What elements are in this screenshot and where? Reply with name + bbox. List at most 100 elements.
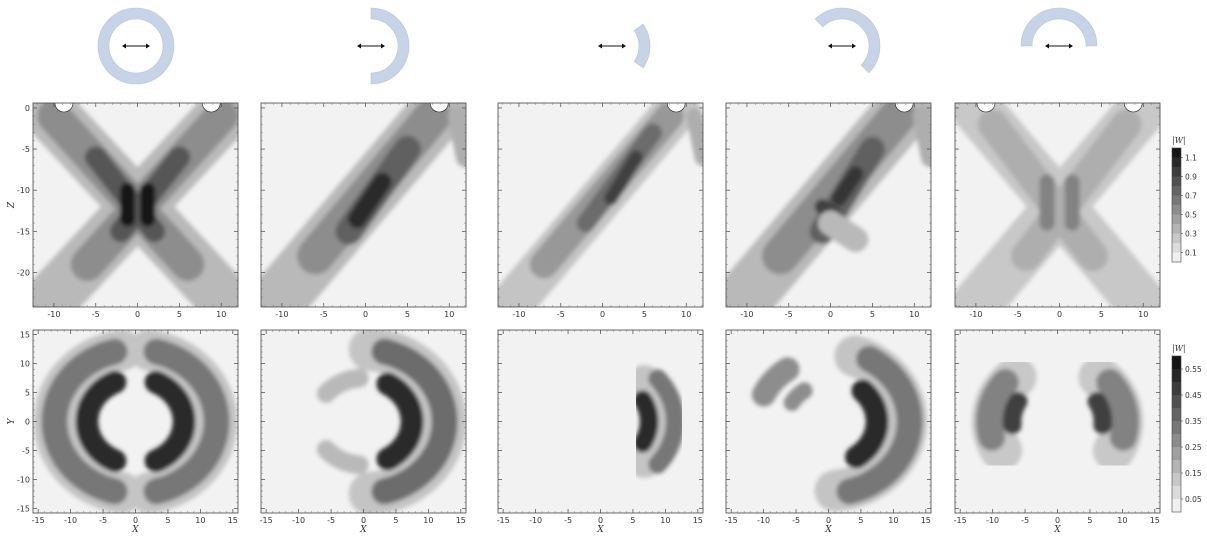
y-tick-label: -15 [17, 504, 30, 513]
double-arrow-icon [357, 43, 385, 49]
x-tick-label: -10 [529, 516, 542, 525]
y-axis-label: Z [7, 201, 17, 209]
x-tick-label: 0 [1055, 516, 1060, 525]
colorbar-tick-label: 0.25 [1185, 443, 1202, 452]
x-tick-label: 5 [165, 516, 170, 525]
x-axis-label: X [131, 525, 139, 535]
x-tick-label: -5 [92, 310, 100, 319]
double-arrow-icon [828, 43, 856, 49]
colorbar-tick-label: 0.3 [1185, 230, 1197, 239]
field-lobe [41, 338, 128, 505]
colorbar-tick-label: 0.15 [1185, 469, 1202, 478]
x-tick-label: 5 [630, 516, 635, 525]
x-tick-label: -10 [275, 310, 288, 319]
field-lobe [316, 440, 369, 475]
y-tick-label: 5 [25, 389, 30, 398]
x-tick-label: 10 [216, 310, 226, 319]
field-lobe [1002, 391, 1028, 435]
field-lobe [144, 370, 196, 473]
y-tick-label: 15 [20, 331, 30, 340]
colorbar-swatch [1172, 252, 1181, 263]
x-tick-label: 0 [1057, 310, 1062, 319]
colorbar-swatch [1172, 395, 1181, 409]
aperture-icon [1020, 7, 1098, 49]
aperture-cutout [894, 103, 914, 113]
x-tick-label: -5 [785, 310, 793, 319]
colorbar-swatch [1172, 460, 1181, 474]
x-tick-label: -5 [564, 516, 572, 525]
field-lobe [912, 106, 931, 168]
y-tick-label: -10 [17, 475, 30, 484]
x-tick-label: 10 [1117, 516, 1127, 525]
aperture-cutout [201, 103, 221, 113]
field-lobe [844, 379, 889, 469]
x-tick-label: -5 [99, 516, 107, 525]
field-lobe [751, 357, 800, 407]
x-tick-label: 15 [228, 516, 238, 525]
x-tick-label: -5 [1021, 516, 1029, 525]
field-lobe [818, 210, 869, 253]
aperture-cutout [976, 103, 996, 113]
field-lobe [975, 368, 1019, 451]
y-tick-label: 0 [25, 418, 30, 427]
bottom-panel: -15 -10 -5 0 5 10 15 X [954, 329, 1161, 535]
field-lobe [604, 150, 643, 206]
x-tick-label: 0 [361, 516, 366, 525]
colorbar-swatch [1172, 499, 1181, 513]
field-lobe [143, 338, 230, 505]
x-tick-label: 15 [693, 516, 703, 525]
colorbar-tick-label: 0.45 [1185, 391, 1202, 400]
x-tick-label: -15 [725, 516, 738, 525]
colorbar-swatch [1172, 176, 1181, 187]
field-lobe [633, 390, 659, 453]
x-tick-label: -10 [292, 516, 305, 525]
colorbar-tick-label: 0.1 [1185, 249, 1197, 258]
x-tick-label: 5 [405, 310, 410, 319]
x-tick-label: 10 [423, 516, 433, 525]
y-tick-label: -10 [17, 186, 30, 195]
colorbar-tick-label: 1.1 [1185, 154, 1197, 163]
field-lobe [316, 368, 369, 403]
aperture-cutout [1123, 103, 1143, 113]
colorbar-tick-label: 0.7 [1185, 192, 1197, 201]
x-tick-label: -5 [327, 516, 335, 525]
double-arrow-icon [122, 43, 150, 49]
colorbar-swatch [1172, 408, 1181, 422]
aperture-icon [357, 7, 410, 85]
x-tick-label: 0 [600, 310, 605, 319]
y-tick-label: 0 [25, 104, 30, 113]
colorbar-label: |W| [1172, 344, 1186, 353]
y-tick-label: -20 [17, 268, 30, 277]
y-tick-label: -5 [22, 145, 30, 154]
x-tick-label: 10 [444, 310, 454, 319]
field-lobe [75, 370, 127, 473]
y-axis-label: Y [7, 417, 17, 424]
x-tick-label: -10 [512, 310, 525, 319]
aperture-cutout [54, 103, 74, 113]
colorbar-swatch [1172, 148, 1181, 158]
field-lobe [447, 106, 466, 168]
x-axis-label: X [1053, 525, 1061, 535]
x-tick-label: 10 [1138, 310, 1148, 319]
double-arrow-icon [598, 43, 626, 49]
colorbar-swatch [1172, 195, 1181, 206]
aperture-icon [814, 7, 881, 74]
x-tick-label: 0 [828, 310, 833, 319]
field-lobe [648, 369, 685, 474]
colorbar-swatch [1172, 167, 1181, 177]
bottom-panel: -15 -10 -5 0 5 10 15 X [497, 329, 704, 535]
x-tick-label: 15 [921, 516, 931, 525]
top-panel: -10 -5 0 5 10 [725, 102, 932, 319]
x-tick-label: 15 [456, 516, 466, 525]
x-tick-label: 10 [681, 310, 691, 319]
colorbar-swatch [1172, 356, 1181, 370]
colorbar-swatch [1172, 369, 1181, 383]
aperture-cutout [666, 103, 686, 113]
x-tick-label: -10 [64, 516, 77, 525]
colorbar-tick-label: 0.5 [1185, 211, 1197, 220]
x-tick-label: -5 [320, 310, 328, 319]
x-tick-label: 10 [195, 516, 205, 525]
aperture-icon [97, 7, 175, 85]
x-tick-label: -5 [792, 516, 800, 525]
colorbar-swatch [1172, 486, 1181, 500]
